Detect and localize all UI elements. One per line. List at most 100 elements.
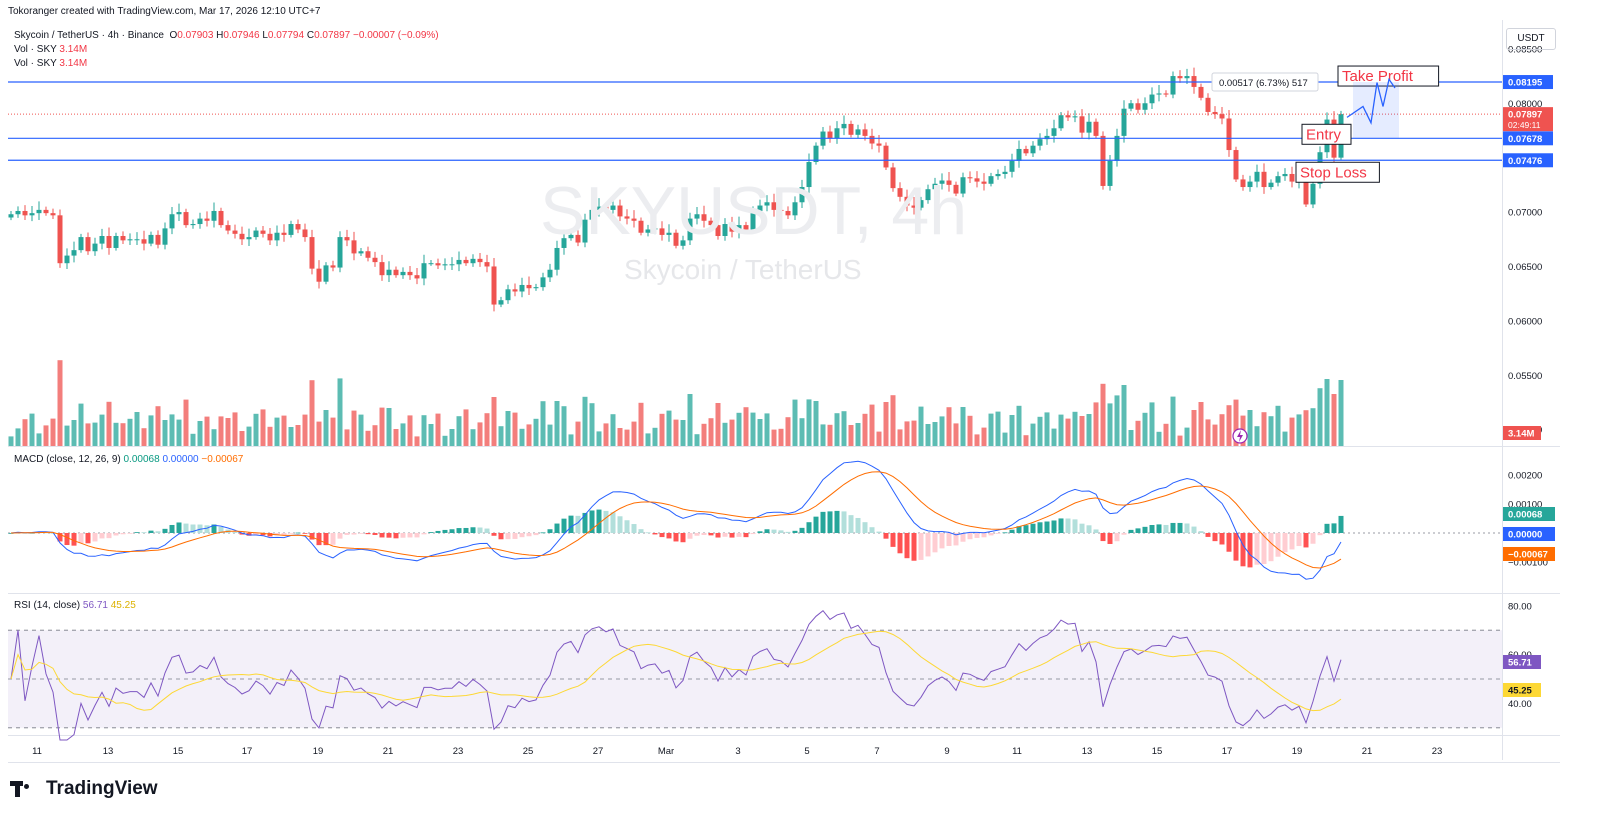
candle-body <box>792 202 798 216</box>
macd-hist-bar <box>939 533 945 549</box>
time-tick-label: 21 <box>1362 746 1373 757</box>
volume-bar <box>1233 399 1239 446</box>
volume-bar <box>1114 395 1120 446</box>
macd-hist-bar <box>1114 533 1120 542</box>
macd-hist-bar <box>477 527 483 533</box>
volume-bar <box>1016 405 1022 446</box>
rsi-value: 56.71 <box>82 600 108 611</box>
time-tick-label: 15 <box>1152 746 1163 757</box>
price-chart[interactable]: 0.085000.080000.070000.065000.060000.055… <box>0 0 1600 770</box>
macd-label: MACD (close, 12, 26, 9) <box>14 454 121 465</box>
volume-bar <box>1044 412 1050 446</box>
volume-bar <box>162 420 168 446</box>
candle-body <box>568 234 574 239</box>
candle-body <box>715 225 721 236</box>
volume-bar <box>841 411 847 446</box>
volume-legend-2[interactable]: Vol · SKY 3.14M <box>14 58 87 69</box>
volume-bar <box>498 426 504 446</box>
candle-body <box>1149 94 1155 104</box>
volume-bar <box>1009 415 1015 446</box>
symbol-legend[interactable]: Skycoin / TetherUS · 4h · Binance O0.079… <box>14 30 439 41</box>
price-tick-label: 0.08000 <box>1508 99 1542 110</box>
macd-hist-bar <box>967 533 973 540</box>
candle-body <box>1275 176 1281 183</box>
candle-body <box>708 220 714 226</box>
volume-bar <box>155 406 161 446</box>
volume-bar <box>995 411 1001 446</box>
macd-hist-bar <box>141 532 147 534</box>
candle-body <box>589 209 595 220</box>
volume-value: 3.14M <box>59 44 88 55</box>
macd-hist-bar <box>645 532 651 534</box>
candle-body <box>995 173 1001 177</box>
volume-bar <box>260 409 266 446</box>
time-tick-label: 11 <box>32 746 42 757</box>
volume-bar <box>715 403 721 446</box>
volume-bar <box>904 421 910 446</box>
volume-bar <box>659 413 665 446</box>
volume-bar <box>869 404 875 446</box>
volume-bar <box>1289 417 1295 446</box>
volume-bar <box>323 410 329 446</box>
volume-bar <box>470 429 476 446</box>
candle-body <box>596 206 602 210</box>
candle-body <box>505 289 511 301</box>
volume-bar <box>302 414 308 446</box>
time-tick-label: 17 <box>1222 746 1233 757</box>
macd-hist-bar <box>1072 519 1078 533</box>
candle-body <box>645 229 651 233</box>
volume-bar <box>176 419 182 446</box>
volume-bar <box>358 414 364 446</box>
ohlc-low: 0.07794 <box>267 30 305 41</box>
candle-body <box>351 240 357 254</box>
volume-bar <box>827 424 833 446</box>
macd-hist-bar <box>1128 529 1134 533</box>
volume-bar <box>386 408 392 446</box>
candle-body <box>841 123 847 129</box>
macd-hist-bar <box>8 533 14 534</box>
volume-bar <box>1079 416 1085 446</box>
macd-hist-bar <box>834 510 840 533</box>
macd-hist-bar <box>757 531 763 533</box>
macd-hist-bar <box>1044 521 1050 533</box>
volume-bar <box>148 415 154 446</box>
volume-bar <box>99 414 105 446</box>
candle-body <box>834 128 840 139</box>
candle-body <box>988 176 994 184</box>
volume-bar <box>1219 414 1225 446</box>
tradingview-brand[interactable]: TradingView <box>10 778 158 800</box>
macd-hist-bar <box>526 533 532 537</box>
candle-body <box>1030 145 1036 154</box>
volume-bar <box>1331 394 1337 446</box>
macd-hist-bar <box>848 515 854 533</box>
candle-body <box>925 189 931 201</box>
volume-bar <box>1317 388 1323 446</box>
currency-button[interactable]: USDT <box>1506 28 1556 50</box>
candle-body <box>771 202 777 210</box>
rsi-value-tag <box>1503 655 1541 669</box>
volume-bar <box>722 422 728 446</box>
macd-hist-bar <box>652 533 658 535</box>
candle-body <box>743 225 749 230</box>
volume-bar <box>281 415 287 446</box>
candle-body <box>15 210 21 215</box>
time-tick-label: 15 <box>173 746 184 757</box>
volume-bar <box>337 378 343 446</box>
macd-hist-bar <box>785 531 791 533</box>
candle-body <box>379 262 385 276</box>
macd-hist-bar <box>1149 525 1155 533</box>
candle-body <box>8 214 14 218</box>
rsi-legend[interactable]: RSI (14, close) 56.71 45.25 <box>14 600 136 611</box>
candle-body <box>288 224 294 235</box>
macd-legend[interactable]: MACD (close, 12, 26, 9) 0.00068 0.00000 … <box>14 454 243 465</box>
volume-bar <box>127 418 133 446</box>
level-price-tag <box>1503 75 1553 90</box>
volume-bar <box>918 406 924 446</box>
volume-legend[interactable]: Vol · SKY 3.14M <box>14 44 87 55</box>
macd-hist-bar <box>365 533 371 535</box>
volume-bar <box>1037 416 1043 446</box>
volume-bar <box>960 407 966 446</box>
candle-body <box>1170 76 1176 95</box>
candle-body <box>386 269 392 276</box>
volume-bar <box>617 428 623 446</box>
